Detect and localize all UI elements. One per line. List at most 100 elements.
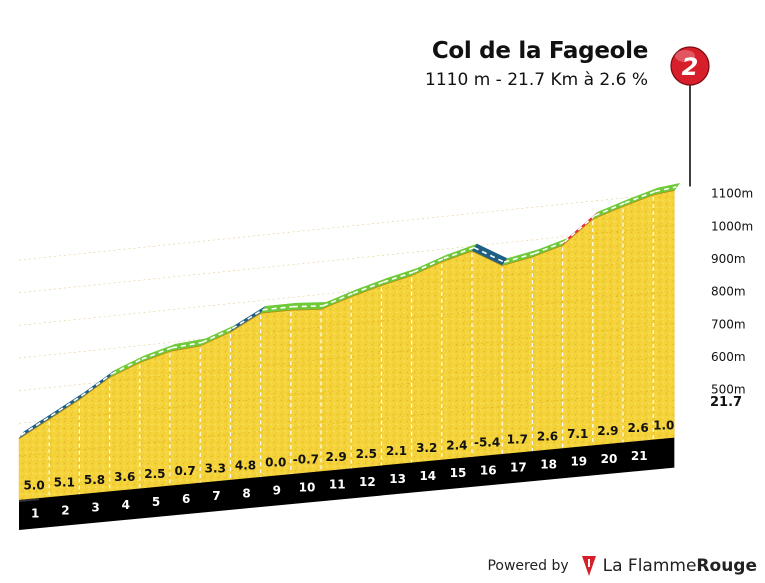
- altitude-tick-label: 500m: [711, 383, 746, 397]
- profile-top-edge: [532, 244, 563, 258]
- gradient-label: 2.1: [386, 444, 407, 458]
- profile-top-edge: [411, 261, 442, 276]
- km-label: 6: [182, 492, 190, 506]
- km-label: 21: [631, 449, 648, 463]
- label-layer: 5.0 5.1 5.8 3.6 2.5 0.7 3.3 4.8 0.0 -0.7 2.9 2.5 2.1…: [23, 187, 753, 521]
- profile-segment-fill: [592, 206, 624, 446]
- profile-top-dash: [655, 186, 677, 193]
- climb-subtitle: 1110 m - 21.7 Km à 2.6 %: [425, 70, 648, 90]
- km-label: 12: [359, 475, 376, 489]
- km-label: 4: [122, 498, 130, 512]
- profile-top-edge: [260, 309, 291, 314]
- km-label: 15: [450, 466, 467, 480]
- profile-segment-fill: [532, 245, 563, 452]
- gradient-label: -0.7: [293, 453, 319, 467]
- profile-top-layer: [18, 182, 681, 440]
- profile-segment-fill: [320, 296, 352, 472]
- profile-top-dash: [201, 327, 233, 344]
- profile-top-dash: [50, 395, 82, 417]
- brand-name: La FlammeRouge: [603, 556, 757, 576]
- brand-bold: Rouge: [696, 556, 757, 576]
- profile-top-edge: [230, 312, 261, 333]
- profile-top-dash: [564, 214, 596, 243]
- profile-top-edge: [381, 275, 412, 286]
- climb-title: Col de la Fageole: [431, 38, 648, 64]
- profile-top-edge: [320, 296, 352, 310]
- profile-top-dash: [413, 257, 445, 273]
- profile-segment-fill: [441, 250, 473, 460]
- km-label: 20: [601, 452, 618, 466]
- marker-number: 2: [682, 53, 699, 81]
- km-label: 7: [212, 489, 220, 503]
- km-label: 1: [31, 506, 39, 520]
- profile-segment-fill: [290, 309, 322, 475]
- gradient-label: 5.0: [23, 479, 44, 493]
- altitude-tick-label: 1100m: [711, 187, 753, 201]
- profile-top-dash: [80, 373, 113, 397]
- gradient-label: 3.6: [114, 470, 135, 484]
- brand-regular: La Flamme: [602, 556, 697, 576]
- profile-top-edge: [653, 190, 675, 196]
- altitude-tick-label: 600m: [711, 350, 746, 364]
- gradient-label: -5.4: [474, 435, 500, 449]
- profile-top-edge: [351, 285, 382, 298]
- profile-top-dash: [322, 292, 354, 307]
- profile-top-edge: [79, 377, 110, 400]
- profile-top-edge: [290, 308, 322, 311]
- km-label: 10: [299, 481, 316, 495]
- profile-area-layer: [18, 190, 675, 530]
- profile-segment-fill: [622, 194, 654, 443]
- profile-top-edge: [502, 256, 533, 266]
- altitude-tick-label: 800m: [711, 285, 746, 299]
- gradient-label: 5.8: [84, 473, 105, 487]
- km-label: 2: [61, 504, 69, 518]
- gradient-label: 0.0: [265, 456, 286, 470]
- gradient-label: 2.6: [627, 421, 648, 435]
- profile-top-dash: [111, 358, 143, 375]
- km-label: 5: [152, 495, 160, 509]
- gradient-label: 0.7: [174, 464, 195, 478]
- gradient-label: 2.5: [144, 467, 165, 481]
- km-label: 16: [480, 463, 497, 477]
- profile-top-edge: [139, 350, 171, 363]
- profile-top-edge: [622, 194, 654, 207]
- powered-by-text: Powered by: [487, 558, 569, 574]
- profile-top-edge: [48, 399, 80, 420]
- km-band-layer: [19, 437, 675, 530]
- gradient-label: 7.1: [567, 427, 588, 441]
- gradient-label: 3.3: [205, 461, 226, 475]
- profile-segment-fill: [502, 256, 533, 455]
- gradient-label: 1.7: [507, 433, 528, 447]
- km-label: 9: [273, 483, 281, 497]
- marker-badge: [670, 46, 710, 86]
- gradient-label: 1.0: [653, 419, 674, 433]
- profile-top-edge: [18, 418, 50, 440]
- end-distance-label: 21.7: [710, 395, 742, 410]
- profile-top-edge: [471, 250, 503, 266]
- km-label: 18: [540, 458, 557, 472]
- footer: Powered by La FlammeRouge: [487, 555, 757, 577]
- profile-top-edge: [200, 331, 231, 347]
- km-label: 19: [570, 455, 587, 469]
- km-band-edge: [19, 498, 39, 502]
- profile-segment-fill: [351, 285, 382, 469]
- profile-top-edge: [592, 206, 624, 220]
- gradient-label: 2.5: [356, 447, 377, 461]
- km-label: 3: [91, 501, 99, 515]
- gradient-label: 2.9: [325, 450, 346, 464]
- marker-shine: [675, 50, 695, 62]
- profile-top-dash: [594, 202, 626, 217]
- profile-segment-fill: [653, 190, 675, 440]
- profile-segment-fill: [260, 309, 291, 478]
- km-label: 8: [242, 486, 250, 500]
- gradient-label: 4.8: [235, 458, 256, 472]
- altitude-tick-label: 700m: [711, 317, 746, 331]
- profile-top-dash: [231, 309, 264, 330]
- km-label: 17: [510, 460, 527, 474]
- gradient-label: 3.2: [416, 441, 437, 455]
- profile-segment-fill: [471, 250, 503, 458]
- gradient-label: 2.6: [537, 430, 558, 444]
- profile-segment-fill: [199, 331, 231, 483]
- km-band: [19, 437, 675, 530]
